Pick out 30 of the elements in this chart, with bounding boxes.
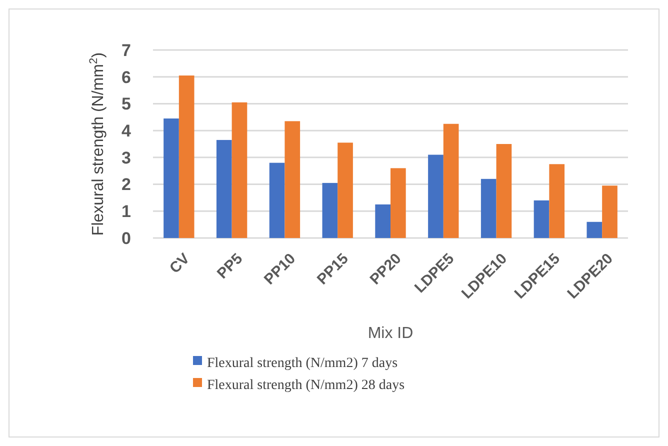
- bar: [390, 168, 406, 238]
- bar: [269, 162, 285, 238]
- legend-label: Flexural strength (N/mm2) 28 days: [207, 378, 405, 394]
- bar: [164, 118, 179, 238]
- y-tick-label: 7: [122, 40, 131, 60]
- bar: [232, 102, 248, 238]
- bar: [428, 154, 444, 238]
- bar: [322, 182, 338, 238]
- bar: [284, 121, 300, 238]
- bar: [178, 76, 194, 238]
- bar: [338, 142, 353, 238]
- bar: [375, 204, 390, 238]
- y-tick-label: 5: [122, 94, 131, 114]
- y-tick-label: 1: [122, 202, 131, 222]
- bar: [480, 178, 496, 238]
- bar: [496, 144, 512, 238]
- y-tick-label: 0: [122, 228, 131, 248]
- x-axis-title: Mix ID: [368, 325, 414, 342]
- x-tick-label: CV: [166, 250, 194, 277]
- bar: [549, 164, 565, 238]
- bar: [443, 124, 459, 238]
- bar: [602, 186, 618, 238]
- legend-label: Flexural strength (N/mm2) 7 days: [207, 356, 398, 372]
- y-tick-label: 6: [122, 68, 131, 87]
- y-tick-label: 2: [122, 175, 131, 194]
- bar: [586, 222, 602, 238]
- bar: [216, 140, 232, 238]
- bar: [534, 200, 550, 238]
- y-tick-label: 3: [122, 148, 131, 168]
- y-tick-label: 4: [122, 122, 132, 141]
